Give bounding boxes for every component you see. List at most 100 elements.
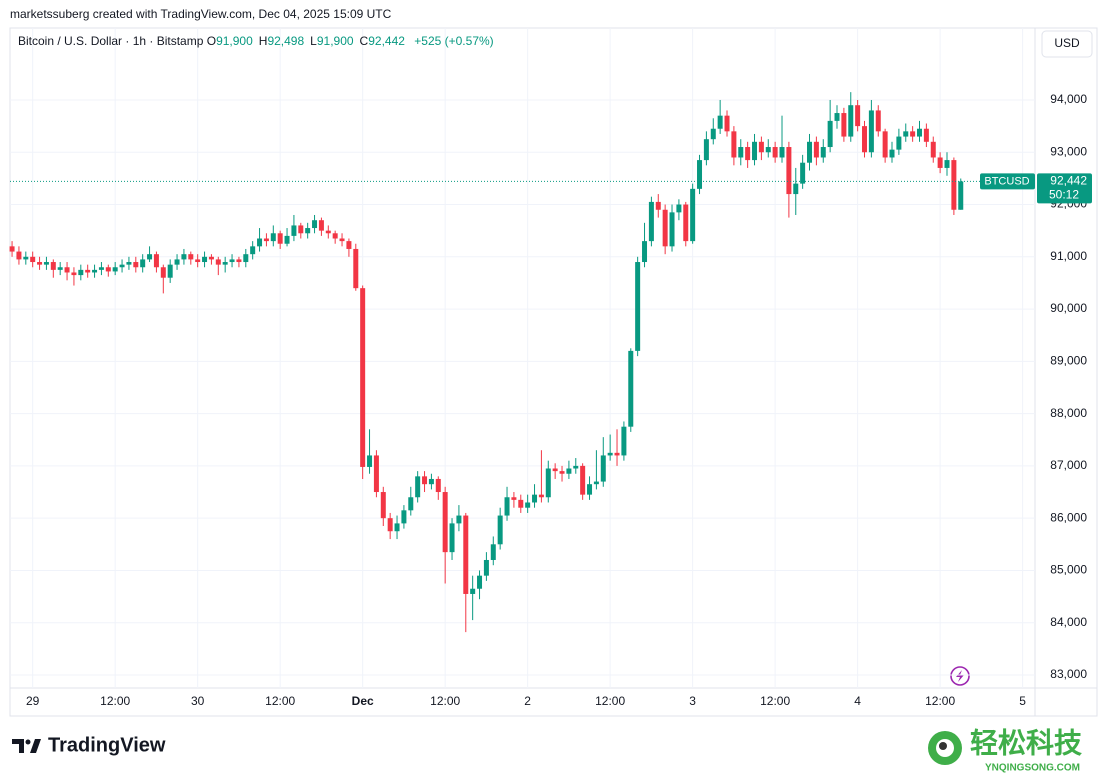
x-tick-label: Dec bbox=[352, 694, 374, 708]
candle-body bbox=[367, 455, 373, 467]
candle-body bbox=[580, 465, 586, 495]
candle-body bbox=[930, 141, 936, 158]
ohlc-value: 92,498 bbox=[267, 34, 305, 48]
candle-body bbox=[628, 350, 634, 427]
watermark-name: 轻松科技 bbox=[970, 727, 1082, 758]
candle-body bbox=[140, 259, 146, 268]
candle-body bbox=[841, 113, 847, 137]
candle-body bbox=[195, 259, 201, 263]
candle-body bbox=[717, 115, 723, 129]
candle-body bbox=[57, 267, 63, 270]
candle-body bbox=[105, 267, 111, 272]
candle-body bbox=[697, 160, 703, 189]
candle-body bbox=[346, 241, 352, 249]
candle-body bbox=[648, 201, 654, 242]
candle-body bbox=[353, 248, 359, 289]
candle-body bbox=[477, 575, 483, 589]
candle-body bbox=[807, 141, 813, 163]
candle-body bbox=[600, 455, 606, 482]
candle-body bbox=[449, 523, 455, 553]
candle-body bbox=[360, 288, 366, 467]
candle-body bbox=[875, 110, 881, 132]
price-tag-label: 92,442 bbox=[1050, 174, 1087, 188]
x-tick-label: 12:00 bbox=[265, 694, 295, 708]
candle-body bbox=[160, 267, 166, 278]
ohlc-key: H bbox=[258, 34, 268, 48]
candle-body bbox=[243, 254, 249, 263]
candle-body bbox=[669, 212, 675, 247]
candle-body bbox=[9, 246, 15, 252]
candle-body bbox=[401, 510, 407, 524]
ohlc-value: 91,900 bbox=[216, 34, 253, 48]
x-tick-label: 12:00 bbox=[430, 694, 460, 708]
candle-body bbox=[23, 256, 29, 260]
candle-body bbox=[511, 497, 517, 500]
x-tick-label: 30 bbox=[191, 694, 205, 708]
candle-body bbox=[85, 269, 91, 273]
candle-body bbox=[373, 455, 379, 493]
candle-body bbox=[731, 131, 737, 158]
legend: Bitcoin / U.S. Dollar · 1h · Bitstamp O9… bbox=[18, 34, 500, 48]
candle-body bbox=[339, 238, 345, 242]
ohlc-value: 91,900 bbox=[316, 34, 354, 48]
candle-body bbox=[50, 262, 56, 270]
candle-body bbox=[566, 468, 572, 474]
currency: USD bbox=[1054, 36, 1080, 50]
candle-body bbox=[772, 147, 778, 158]
currency-button[interactable] bbox=[1041, 30, 1093, 58]
ohlc-key: O bbox=[206, 34, 217, 48]
candle-body bbox=[758, 141, 764, 153]
candle-body bbox=[174, 259, 180, 265]
candle-body bbox=[882, 131, 888, 158]
symbol-title: Bitcoin / U.S. Dollar · 1h · Bitstamp bbox=[18, 34, 204, 48]
candle-body bbox=[662, 209, 668, 247]
candle-body bbox=[188, 254, 194, 260]
ohlc: O91,900 H92,498 L91,900 C92,442 bbox=[207, 34, 411, 48]
y-tick-label: 94,000 bbox=[1050, 92, 1087, 106]
candle-body bbox=[862, 126, 868, 153]
candle-body bbox=[786, 147, 792, 195]
candle-body bbox=[690, 188, 696, 242]
candle-body bbox=[559, 471, 565, 474]
frame bbox=[9, 27, 1098, 717]
candle-body bbox=[889, 149, 895, 158]
x-tick-label: 29 bbox=[26, 694, 40, 708]
candle-body bbox=[92, 269, 98, 273]
candle-body bbox=[793, 183, 799, 195]
candle-body bbox=[896, 136, 902, 150]
candle-body bbox=[724, 115, 730, 132]
price-tag bbox=[1037, 173, 1092, 204]
alert-icon bbox=[950, 666, 970, 686]
candle-body bbox=[779, 147, 785, 158]
candle-body bbox=[614, 452, 620, 456]
candle-body bbox=[545, 468, 551, 498]
candle-body bbox=[408, 497, 414, 511]
ohlc-value: 92,442 bbox=[368, 34, 405, 48]
grid bbox=[10, 28, 1035, 688]
candle-body bbox=[153, 254, 159, 268]
x-tick-label: 12:00 bbox=[925, 694, 955, 708]
y-tick-label: 83,000 bbox=[1050, 667, 1087, 681]
watermark-site: YNQINGSONG.COM bbox=[985, 763, 1080, 774]
x-tick-label: 12:00 bbox=[595, 694, 625, 708]
candle-body bbox=[181, 254, 187, 260]
candle-body bbox=[490, 544, 496, 560]
y-tick-label: 87,000 bbox=[1050, 458, 1087, 472]
countdown: 50:12 bbox=[1049, 188, 1079, 202]
y-tick-label: 93,000 bbox=[1050, 144, 1087, 158]
candle-body bbox=[683, 204, 689, 242]
candle-body bbox=[497, 515, 503, 545]
y-tick-label: 89,000 bbox=[1050, 354, 1087, 368]
candle-body bbox=[917, 128, 923, 137]
x-tick-label: 12:00 bbox=[100, 694, 130, 708]
symbol-tag-label: BTCUSD bbox=[984, 175, 1029, 187]
candle-body bbox=[37, 262, 43, 265]
candle-body bbox=[147, 254, 153, 260]
candle-body bbox=[642, 241, 648, 263]
ohlc-key: C bbox=[359, 34, 369, 48]
brand: TradingView bbox=[48, 734, 166, 756]
candle-body bbox=[504, 497, 510, 516]
candle-body bbox=[532, 494, 538, 503]
